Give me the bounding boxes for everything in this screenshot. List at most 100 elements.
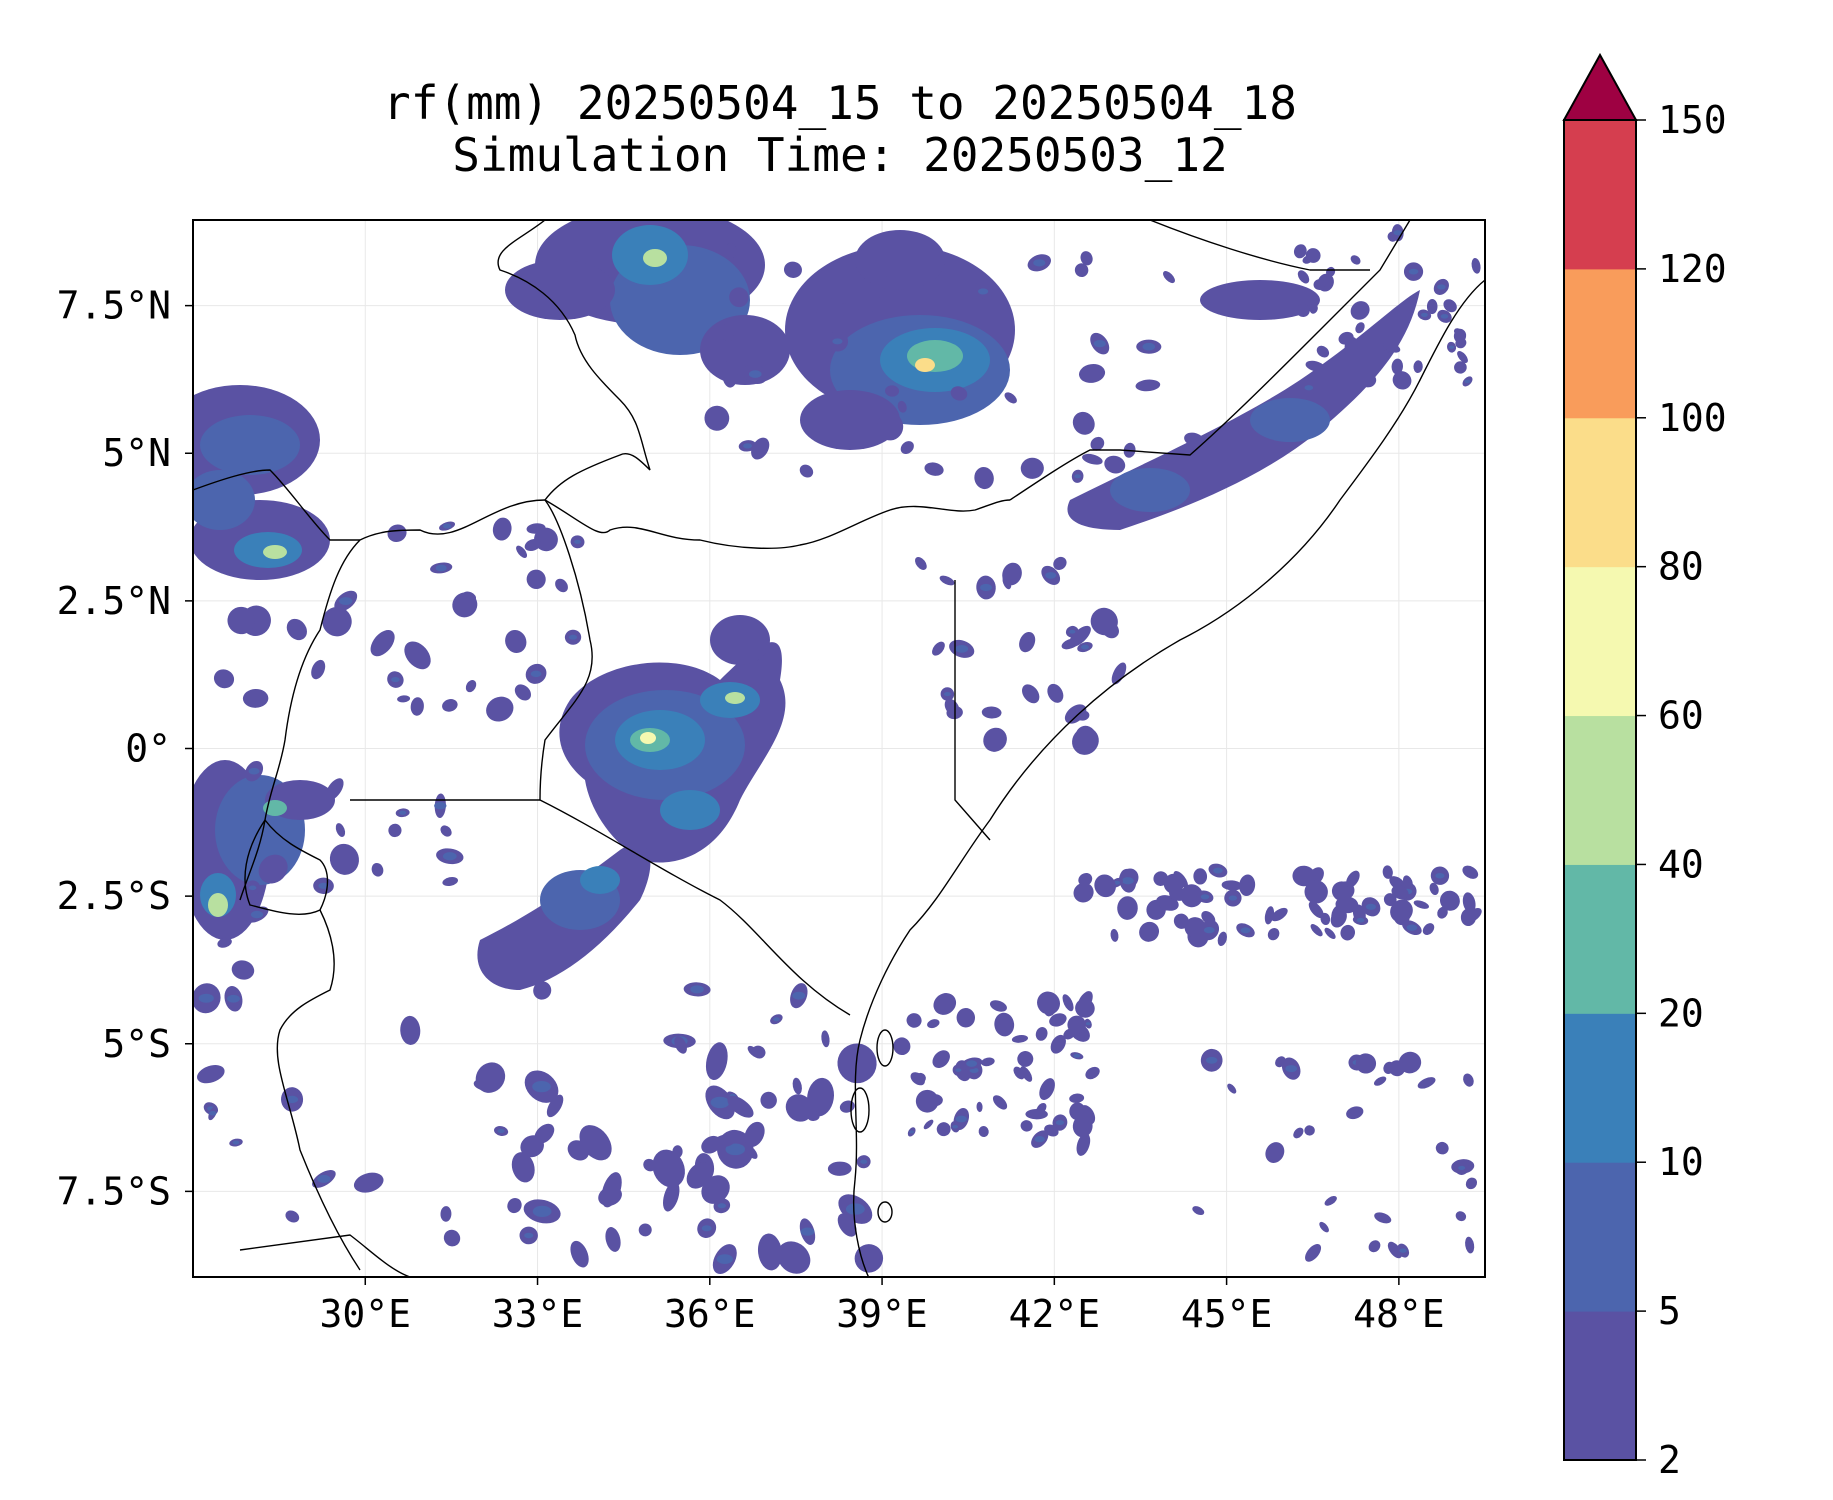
rain-speck — [1344, 336, 1359, 356]
rain-speck — [1463, 1073, 1474, 1087]
rain-speck — [652, 1149, 685, 1188]
rain-speck — [1293, 1127, 1304, 1139]
rain-speck — [1455, 1211, 1467, 1222]
coastline — [852, 279, 1485, 1277]
rain-speck — [1368, 1240, 1381, 1253]
rain-speck — [727, 1095, 754, 1118]
rain-speck-core — [248, 767, 260, 775]
rain-speck-core — [318, 882, 329, 889]
y-tick-label: 2.5°N — [57, 579, 171, 623]
rain-speck — [1331, 905, 1341, 922]
rain-speck — [1053, 556, 1067, 570]
rain-speck-core — [1393, 230, 1403, 236]
rain-speck — [747, 1045, 760, 1058]
rain-cell-nw-ethiopia — [505, 220, 790, 385]
rain-speck — [1020, 1120, 1033, 1132]
rain-speck — [1139, 921, 1160, 942]
rain-speck — [1374, 1212, 1392, 1224]
plot-title-line2: Simulation Time: 20250503_12 — [452, 128, 1228, 182]
y-tick-label: 5°S — [102, 1022, 171, 1066]
rain-speck-core — [285, 1095, 299, 1104]
rain-speck-core — [1458, 1165, 1466, 1171]
rain-speck — [1239, 874, 1256, 897]
rain-speck — [1391, 358, 1403, 375]
rain-speck — [1355, 1053, 1377, 1074]
colorbar-bin — [1564, 417, 1636, 568]
rain-speck — [1080, 251, 1093, 266]
colorbar-bin — [1564, 715, 1636, 865]
rain-speck — [976, 1101, 983, 1113]
rain-speck — [1072, 727, 1099, 755]
y-tick-label: 7.5°N — [57, 284, 171, 328]
rain-speck-core — [1304, 385, 1314, 391]
rain-speck — [799, 464, 814, 478]
rain-speck — [989, 1000, 1007, 1012]
rain-speck — [1076, 1133, 1091, 1156]
colorbar-tick-label: 20 — [1658, 991, 1704, 1035]
rain-speck — [462, 591, 477, 602]
rain-speck — [1360, 373, 1377, 388]
rain-speck — [994, 1012, 1015, 1037]
rain-speck — [388, 823, 402, 838]
rain-speck — [974, 467, 994, 490]
y-tick-label: 2.5°S — [57, 874, 171, 918]
rain-speck — [1335, 896, 1359, 914]
rain-speck-core — [1228, 895, 1238, 901]
rain-speck-core — [435, 564, 447, 572]
rain-speck — [1017, 1051, 1034, 1067]
rain-speck-core — [832, 338, 843, 345]
rain-speck — [311, 659, 326, 680]
rain-speck — [837, 1213, 857, 1237]
rain-speck — [839, 303, 852, 317]
rain-speck — [397, 695, 411, 703]
rain-speck — [1049, 1013, 1067, 1027]
rain-speck — [1388, 1060, 1406, 1077]
rain-speck — [1072, 1115, 1093, 1138]
rain-speck — [1387, 1241, 1403, 1259]
rain-speck-core — [710, 1096, 730, 1109]
rain-speck-core — [1406, 924, 1418, 931]
rain-speck — [286, 618, 307, 641]
y-tick-label: 5°N — [102, 431, 171, 475]
rain-speck — [1050, 1034, 1066, 1054]
rain-speck-core — [248, 885, 257, 891]
rain-speck — [900, 441, 914, 455]
rain-speck-core — [198, 993, 214, 1003]
rain-speck — [1413, 900, 1429, 909]
colorbar-tick-label: 100 — [1658, 396, 1727, 440]
rain-speck — [1002, 575, 1012, 590]
colorbar-tick-label: 150 — [1658, 98, 1727, 142]
rain-speck — [1072, 411, 1095, 435]
rain-speck — [1310, 924, 1323, 937]
rain-speck-core — [1240, 927, 1251, 934]
x-axis-ticks: 30°E 33°E 36°E 39°E 42°E 45°E 48°E — [320, 1277, 1445, 1336]
rain-speck — [1309, 303, 1318, 314]
rain-speck — [492, 517, 512, 541]
border-rwanda-burundi — [244, 819, 329, 915]
rain-speck — [1062, 994, 1074, 1012]
map-panel: 30°E 33°E 36°E 39°E 42°E 45°E 48°E 7.5°N 5°N 2.5… — [57, 219, 1486, 1336]
rain-speck — [1163, 873, 1184, 894]
rain-speck-core — [860, 1159, 868, 1164]
rain-speck — [442, 876, 459, 887]
rain-speck — [1355, 322, 1365, 334]
rain-speck — [400, 1015, 421, 1045]
rain-speck — [325, 778, 344, 801]
border-south-sudan-uganda — [359, 499, 546, 541]
rain-speck — [440, 825, 452, 837]
rain-speck — [1453, 328, 1467, 343]
rain-speck-core — [442, 523, 452, 529]
y-tick-label: 0° — [125, 727, 171, 771]
rain-speck — [601, 1172, 622, 1208]
rain-speck-core — [690, 985, 704, 994]
rain-speck — [987, 735, 1002, 752]
rain-speck — [1305, 1243, 1322, 1262]
rain-speck-core — [800, 1227, 815, 1236]
border-south-sudan-ethiopia — [497, 220, 651, 501]
rain-speck — [1417, 1077, 1436, 1089]
plot-title-line1: rf(mm) 20250504_15 to 20250504_18 — [383, 76, 1297, 130]
colorbar-bin — [1564, 864, 1636, 1014]
rain-speck — [1227, 1083, 1237, 1094]
rain-speck — [807, 1077, 834, 1117]
rain-speck-core — [524, 1232, 534, 1239]
